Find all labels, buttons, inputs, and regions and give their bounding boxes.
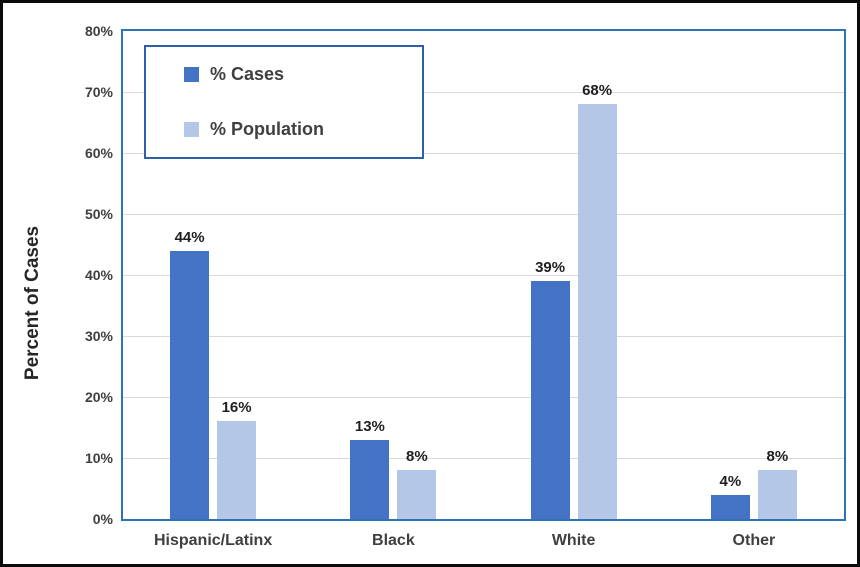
y-axis-tick-label: 80% (84, 23, 113, 39)
gridline (123, 458, 844, 459)
x-axis-category-label: White (551, 532, 596, 549)
bar-population-2 (397, 470, 437, 519)
data-label: 8% (406, 448, 428, 466)
legend-swatch-icon (184, 122, 199, 137)
legend: % Cases % Population (144, 45, 424, 159)
gridline (123, 275, 844, 276)
x-axis-category-label: Hispanic/Latinx (153, 532, 273, 549)
data-label: 8% (766, 448, 789, 466)
bar-population-1 (217, 421, 257, 519)
y-axis-title: Percent of Cases (22, 225, 43, 381)
bar-cases-4 (710, 494, 750, 519)
y-axis-tick-label: 20% (84, 389, 113, 405)
legend-item: % Population (184, 119, 422, 140)
y-axis-tick-label: 50% (84, 206, 113, 222)
legend-label: % Cases (210, 64, 285, 84)
data-label: 16% (221, 399, 252, 417)
data-label: 13% (354, 417, 385, 435)
legend-swatch-icon (184, 67, 199, 82)
x-axis-category-label: Other (732, 532, 776, 549)
legend-item: % Cases (184, 64, 422, 85)
y-axis-tick-label: 30% (84, 328, 113, 344)
bar-cases-2 (350, 439, 390, 519)
data-label: 68% (582, 82, 613, 100)
bar-cases-1 (170, 250, 210, 519)
y-axis-tick-label: 60% (84, 145, 113, 161)
data-label: 4% (719, 472, 742, 490)
legend-label: % Population (210, 119, 324, 139)
gridline (123, 336, 844, 337)
y-axis-tick-label: 10% (84, 450, 113, 466)
plot-area: 44% 16% 13% 8% 39% 68% 4% 8% (121, 29, 846, 521)
data-label: 39% (535, 259, 566, 277)
bar-population-3 (577, 104, 617, 519)
bar-population-4 (757, 470, 797, 519)
gridline (123, 153, 844, 154)
gridline (123, 397, 844, 398)
y-axis-tick-label: 70% (84, 84, 113, 100)
y-axis-tick-label: 40% (84, 267, 113, 283)
data-label: 44% (174, 228, 205, 246)
x-axis-category-label: Black (372, 532, 415, 549)
gridline (123, 92, 844, 93)
bar-cases-3 (530, 281, 570, 519)
y-axis-tick-label: 0% (92, 511, 113, 527)
gridline (123, 214, 844, 215)
bar-chart: Percent of Cases 44% 16% 13% 8% 39% 68% 4% 8% %… (3, 3, 857, 564)
